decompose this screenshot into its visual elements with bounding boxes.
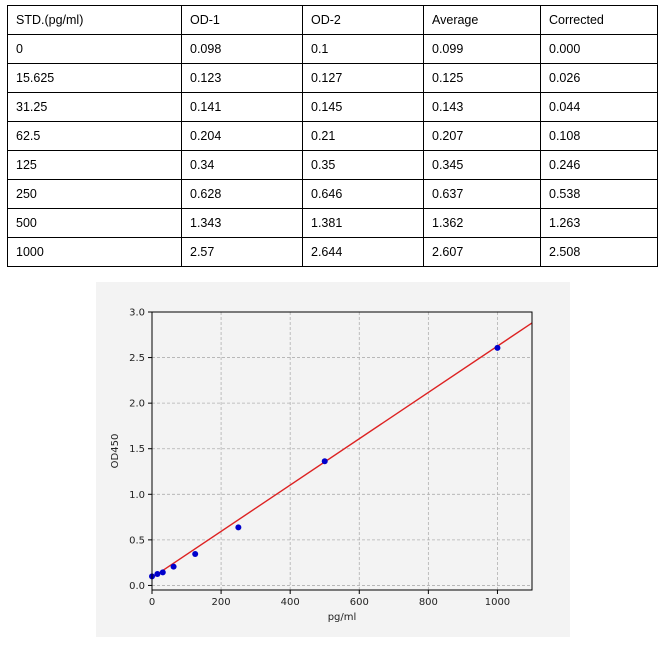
fit-line: [151, 322, 533, 579]
y-tick-label: 2.5: [129, 353, 145, 364]
header-od1: OD-1: [181, 5, 303, 35]
y-axis-label: OD450: [110, 434, 121, 469]
cell-std: 500: [7, 208, 182, 238]
cell-std: 0: [7, 34, 182, 64]
cell-corrected: 0.000: [540, 34, 658, 64]
table-row: 1000 2.57 2.644 2.607 2.508: [7, 237, 658, 267]
data-point: [154, 571, 161, 578]
header-average: Average: [423, 5, 541, 35]
table-row: 62.5 0.204 0.21 0.207 0.108: [7, 121, 658, 151]
cell-corrected: 2.508: [540, 237, 658, 267]
x-tick-label: 1000: [485, 597, 510, 608]
y-axis-ticks: 0.0 0.5 1.0 1.5 2.0 2.5 3.0: [129, 308, 152, 592]
cell-corrected: 1.263: [540, 208, 658, 238]
cell-std: 15.625: [7, 63, 182, 93]
cell-std: 31.25: [7, 92, 182, 122]
cell-std: 1000: [7, 237, 182, 267]
data-point: [192, 550, 199, 557]
data-point: [159, 569, 166, 576]
cell-average: 0.125: [423, 63, 541, 93]
table-row: 250 0.628 0.646 0.637 0.538: [7, 179, 658, 209]
cell-od2: 0.127: [302, 63, 424, 93]
cell-corrected: 0.538: [540, 179, 658, 209]
cell-average: 0.345: [423, 150, 541, 180]
chart-panel: 0.0 0.5 1.0 1.5 2.0 2.5 3.0 0 200 400 600 800 1000 …: [96, 282, 570, 637]
cell-od2: 0.1: [302, 34, 424, 64]
cell-od1: 2.57: [181, 237, 303, 267]
cell-od2: 0.145: [302, 92, 424, 122]
x-tick-label: 200: [212, 597, 231, 608]
cell-average: 0.637: [423, 179, 541, 209]
cell-corrected: 0.044: [540, 92, 658, 122]
cell-std: 62.5: [7, 121, 182, 151]
header-od2: OD-2: [302, 5, 424, 35]
data-point: [494, 344, 501, 351]
plot-frame: [151, 311, 533, 591]
cell-average: 0.207: [423, 121, 541, 151]
cell-od1: 0.204: [181, 121, 303, 151]
x-tick-label: 600: [350, 597, 369, 608]
cell-corrected: 0.108: [540, 121, 658, 151]
standard-curve-table: STD.(pg/ml) OD-1 OD-2 Average Corrected …: [7, 5, 658, 267]
y-tick-label: 0.5: [129, 535, 145, 546]
x-axis-label: pg/ml: [328, 612, 357, 623]
cell-average: 0.143: [423, 92, 541, 122]
table-row: 31.25 0.141 0.145 0.143 0.044: [7, 92, 658, 122]
data-point: [170, 563, 177, 570]
y-tick-label: 2.0: [129, 399, 145, 410]
x-tick-label: 800: [419, 597, 438, 608]
table-row: 0 0.098 0.1 0.099 0.000: [7, 34, 658, 64]
table-row: 125 0.34 0.35 0.345 0.246: [7, 150, 658, 180]
x-tick-label: 0: [149, 597, 155, 608]
series: [149, 322, 533, 580]
cell-od2: 0.646: [302, 179, 424, 209]
data-point: [321, 458, 328, 465]
cell-od2: 0.35: [302, 150, 424, 180]
data-point: [235, 524, 242, 531]
y-tick-label: 1.5: [129, 444, 145, 455]
cell-average: 0.099: [423, 34, 541, 64]
standard-curve-chart: 0.00.51.01.52.02.53.0 0 200 400 600 800 1000 …: [110, 308, 533, 623]
header-std: STD.(pg/ml): [7, 5, 182, 35]
cell-corrected: 0.246: [540, 150, 658, 180]
table-header-row: STD.(pg/ml) OD-1 OD-2 Average Corrected: [7, 5, 658, 35]
cell-od1: 0.141: [181, 92, 303, 122]
header-corrected: Corrected: [540, 5, 658, 35]
table-row: 500 1.343 1.381 1.362 1.263: [7, 208, 658, 238]
x-axis-ticks: 0 200 400 600 800 1000: [149, 590, 510, 608]
cell-od1: 0.34: [181, 150, 303, 180]
cell-od1: 1.343: [181, 208, 303, 238]
cell-od2: 1.381: [302, 208, 424, 238]
cell-average: 1.362: [423, 208, 541, 238]
y-tick-label: 0.0: [129, 581, 145, 592]
cell-od2: 2.644: [302, 237, 424, 267]
cell-std: 125: [7, 150, 182, 180]
table-row: 15.625 0.123 0.127 0.125 0.026: [7, 63, 658, 93]
cell-od1: 0.628: [181, 179, 303, 209]
x-tick-label: 400: [281, 597, 300, 608]
y-tick-label: 3.0: [129, 308, 145, 319]
cell-std: 250: [7, 179, 182, 209]
cell-od1: 0.123: [181, 63, 303, 93]
y-tick-label: 1.0: [129, 490, 145, 501]
cell-average: 2.607: [423, 237, 541, 267]
cell-od2: 0.21: [302, 121, 424, 151]
cell-corrected: 0.026: [540, 63, 658, 93]
cell-od1: 0.098: [181, 34, 303, 64]
